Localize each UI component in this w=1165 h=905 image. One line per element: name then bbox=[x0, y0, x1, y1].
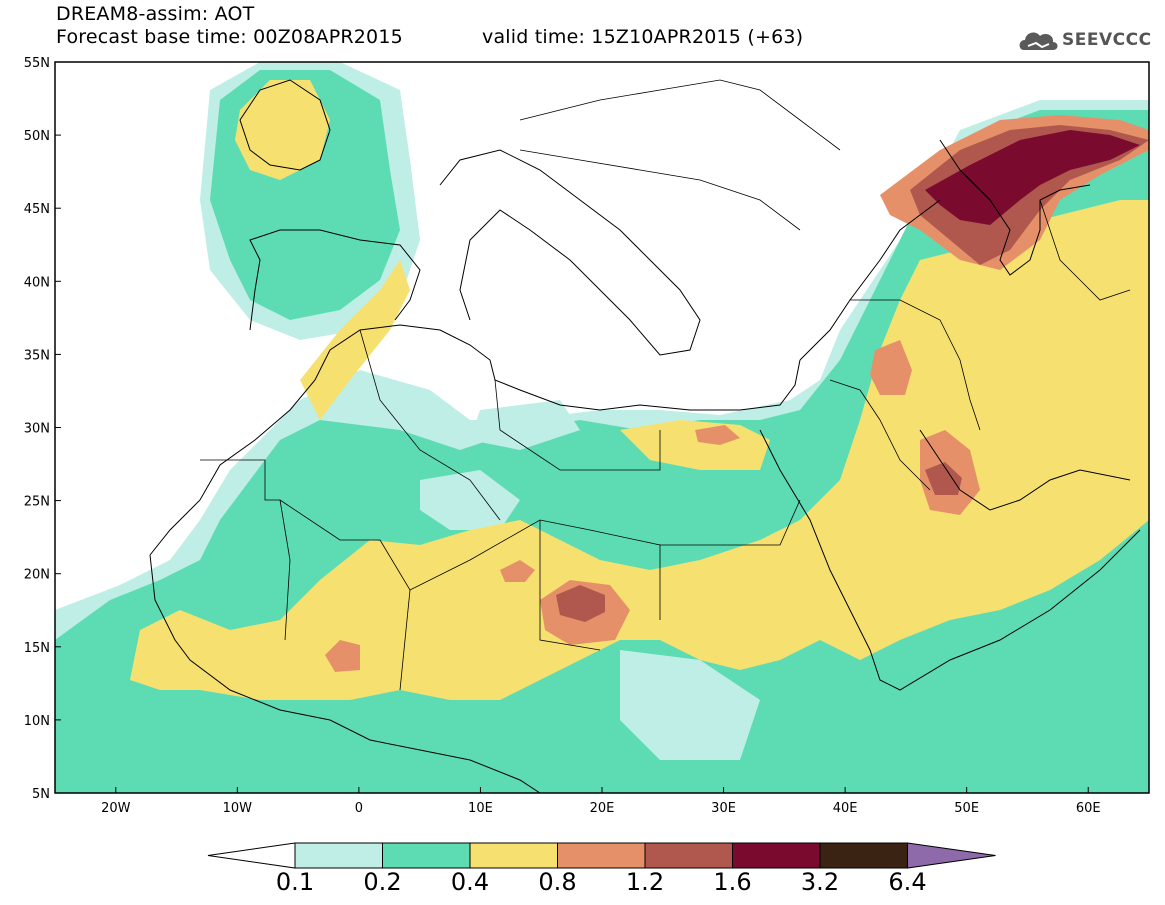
lat-tick-label: 20N bbox=[24, 568, 50, 583]
cloud-logo-icon bbox=[1019, 32, 1058, 50]
aot-band-0.4 bbox=[130, 200, 1149, 700]
lon-tick-label: 60E bbox=[1076, 801, 1101, 816]
colorbar-label: 3.2 bbox=[800, 868, 840, 896]
colorbar bbox=[207, 842, 996, 869]
colorbar-over-arrow bbox=[907, 842, 996, 869]
colorbar-segment bbox=[732, 842, 821, 869]
colorbar-label: 1.2 bbox=[625, 868, 665, 896]
colorbar-segment bbox=[644, 842, 733, 869]
lon-tick-label: 0 bbox=[355, 801, 363, 816]
aot-band-0.8-niger bbox=[500, 560, 535, 582]
colorbar-label: 0.1 bbox=[275, 868, 315, 896]
lon-tick-label: 10E bbox=[468, 801, 493, 816]
aot-low-area-sahara bbox=[420, 470, 520, 530]
colorbar-label: 1.6 bbox=[713, 868, 752, 896]
lon-tick-label: 20E bbox=[590, 801, 615, 816]
colorbar-segment bbox=[382, 842, 471, 869]
aot-band-1.6-caspian bbox=[925, 130, 1140, 225]
logo-text: SEEVCCC bbox=[1062, 30, 1152, 50]
lon-tick-label: 20W bbox=[101, 801, 131, 816]
lat-tick-label: 30N bbox=[24, 422, 50, 437]
colorbar-segment bbox=[469, 842, 558, 869]
aot-band-0.4-iberia bbox=[300, 260, 410, 420]
lon-tick-label: 10W bbox=[223, 801, 253, 816]
colorbar-label: 0.2 bbox=[363, 868, 402, 896]
lat-tick-label: 25N bbox=[24, 495, 50, 510]
aot-band-0.8-iraq bbox=[870, 340, 912, 395]
colorbar-segment bbox=[294, 842, 383, 869]
lat-tick-label: 35N bbox=[24, 348, 50, 363]
lon-tick-label: 30E bbox=[711, 801, 736, 816]
aot-field bbox=[55, 62, 1149, 793]
forecast-base-time: Forecast base time: 00Z08APR2015 bbox=[56, 26, 403, 48]
colorbar-label: 6.4 bbox=[888, 868, 927, 896]
aot-band-0.8-egypt bbox=[695, 425, 740, 445]
lat-tick-label: 40N bbox=[24, 275, 50, 290]
colorbar-under-arrow bbox=[207, 842, 296, 869]
lon-axis: 20W 10W 0 10E 20E 30E 40E 50E 60E bbox=[101, 787, 1101, 816]
lat-axis: 55N 50N 45N 40N 35N 30N 25N 20N 15N 10N 5N bbox=[24, 56, 61, 802]
aot-band-0.4-uk bbox=[235, 80, 330, 180]
lat-tick-label: 45N bbox=[24, 202, 50, 217]
aot-band-0.8-mali bbox=[325, 640, 360, 672]
colorbar-label: 0.8 bbox=[538, 868, 577, 896]
lat-tick-label: 50N bbox=[24, 129, 50, 144]
aot-band-1.2-sahel bbox=[556, 585, 605, 622]
lat-tick-label: 10N bbox=[24, 714, 50, 729]
lon-tick-label: 50E bbox=[954, 801, 979, 816]
lat-tick-label: 55N bbox=[24, 56, 50, 71]
colorbar-segment bbox=[557, 842, 646, 869]
aot-band-1.2-gulf bbox=[925, 462, 962, 495]
lat-tick-label: 15N bbox=[24, 641, 50, 656]
aot-low-area-egypt bbox=[470, 400, 580, 450]
aot-low-area-sudan bbox=[620, 650, 760, 760]
colorbar-segment bbox=[819, 842, 908, 869]
lat-tick-label: 5N bbox=[32, 787, 50, 802]
coastlines bbox=[149, 79, 1141, 793]
map-title: DREAM8-assim: AOT bbox=[56, 3, 255, 25]
colorbar-label: 0.4 bbox=[450, 868, 490, 896]
lon-tick-label: 40E bbox=[833, 801, 858, 816]
country-borders bbox=[200, 79, 1131, 691]
valid-time: valid time: 15Z10APR2015 (+63) bbox=[482, 26, 804, 48]
